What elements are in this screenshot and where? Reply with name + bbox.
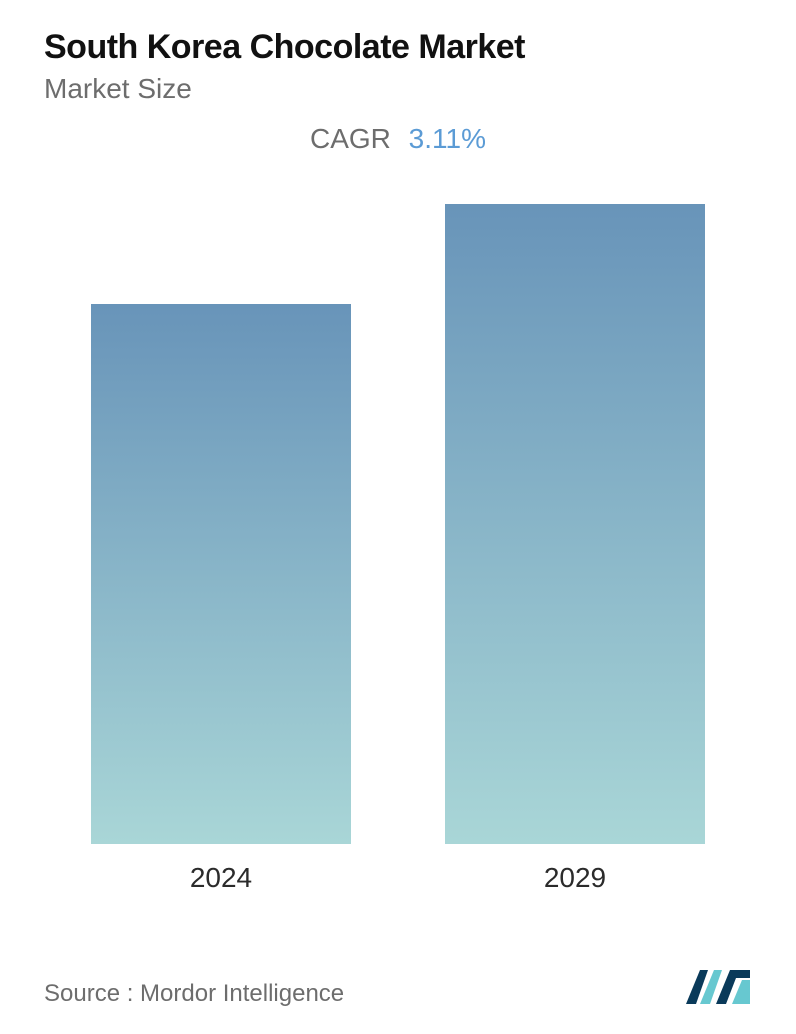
bar (445, 204, 705, 844)
bar-category-label: 2029 (544, 862, 606, 894)
cagr-value: 3.11% (409, 123, 486, 154)
bar-group: 2024 (91, 304, 351, 894)
page-title: South Korea Chocolate Market (44, 28, 752, 67)
cagr-label: CAGR (310, 123, 391, 154)
cagr-row: CAGR 3.11% (44, 123, 752, 155)
source-text: Source : Mordor Intelligence (44, 980, 344, 1008)
bar-chart: 2024 2029 (44, 195, 752, 964)
bar (91, 304, 351, 844)
bar-category-label: 2024 (190, 862, 252, 894)
brand-logo-icon (682, 964, 752, 1008)
page-subtitle: Market Size (44, 73, 752, 105)
bar-group: 2029 (445, 204, 705, 894)
